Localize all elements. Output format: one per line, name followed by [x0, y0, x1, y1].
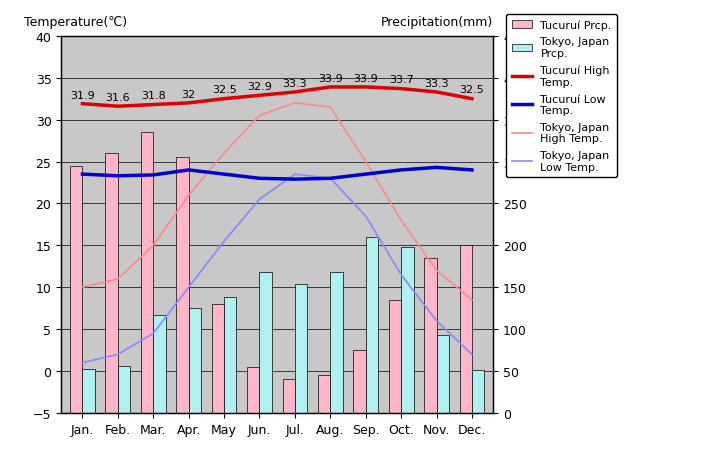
Text: 33.3: 33.3: [424, 78, 449, 89]
Bar: [118, 366, 130, 413]
Bar: [424, 258, 436, 413]
Bar: [153, 315, 166, 413]
Text: 32: 32: [181, 90, 196, 100]
Text: Temperature(℃): Temperature(℃): [24, 16, 127, 29]
Bar: [389, 300, 401, 413]
Bar: [354, 350, 366, 413]
Bar: [247, 367, 259, 413]
Text: 32.5: 32.5: [459, 85, 485, 95]
Text: 31.9: 31.9: [70, 90, 95, 100]
Bar: [212, 304, 224, 413]
Bar: [176, 158, 189, 413]
Bar: [459, 246, 472, 413]
Text: 33.7: 33.7: [389, 75, 413, 85]
Text: 32.9: 32.9: [247, 82, 272, 92]
Bar: [224, 298, 236, 413]
Bar: [70, 166, 83, 413]
Bar: [83, 369, 95, 413]
Legend: Tucuruí Prcp., Tokyo, Japan
Prcp., Tucuruí High
Temp., Tucuruí Low
Temp., Tokyo,: Tucuruí Prcp., Tokyo, Japan Prcp., Tucur…: [506, 15, 617, 178]
Bar: [330, 273, 343, 413]
Text: 32.5: 32.5: [212, 85, 236, 95]
Bar: [401, 247, 413, 413]
Bar: [436, 336, 449, 413]
Bar: [105, 154, 118, 413]
Bar: [189, 308, 201, 413]
Text: 31.6: 31.6: [106, 93, 130, 103]
Bar: [141, 133, 153, 413]
Text: 33.9: 33.9: [354, 73, 378, 84]
Bar: [295, 284, 307, 413]
Text: 31.8: 31.8: [141, 91, 166, 101]
Bar: [282, 380, 295, 413]
Text: Precipitation(mm): Precipitation(mm): [381, 16, 493, 29]
Text: 33.9: 33.9: [318, 73, 343, 84]
Bar: [318, 375, 330, 413]
Text: 33.3: 33.3: [282, 78, 307, 89]
Bar: [259, 273, 272, 413]
Bar: [472, 370, 485, 413]
Bar: [366, 237, 378, 413]
